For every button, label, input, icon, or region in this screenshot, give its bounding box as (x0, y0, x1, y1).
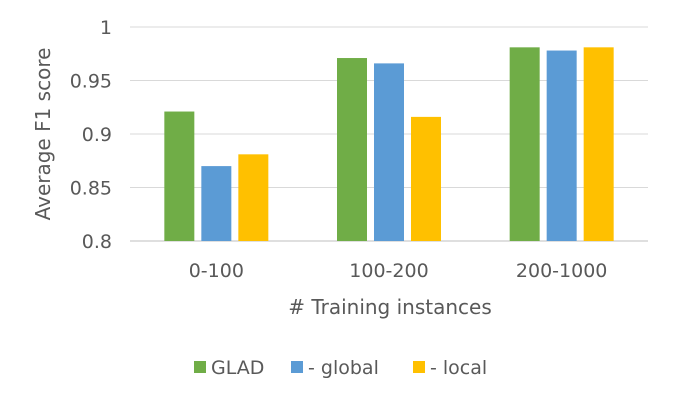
x-axis-title: # Training instances (288, 295, 492, 319)
y-tick-label: 0.85 (70, 178, 112, 200)
legend: GLAD - global - local (194, 357, 487, 379)
legend-label: - local (430, 357, 487, 379)
x-tick-label: 100-200 (349, 260, 428, 282)
x-axis-ticks: 0-100 100-200 200-1000 (189, 260, 608, 282)
bar-glad-200-1000 (509, 47, 540, 241)
y-tick-label: 0.95 (70, 71, 112, 93)
bar-glad-0-100 (164, 111, 195, 241)
bar-global-200-1000 (546, 50, 577, 241)
bar-local-200-1000 (583, 47, 614, 241)
bar-local-0-100 (238, 154, 269, 241)
legend-swatch (413, 361, 425, 373)
y-tick-label: 0.8 (82, 231, 112, 253)
legend-swatch (194, 361, 206, 373)
y-tick-label: 0.9 (82, 124, 112, 146)
legend-label: - global (308, 357, 379, 379)
bars (164, 47, 614, 241)
bar-glad-100-200 (337, 58, 367, 241)
legend-label: GLAD (211, 357, 264, 379)
y-axis-ticks: 0.8 0.85 0.9 0.95 1 (70, 17, 112, 253)
x-tick-label: 200-1000 (516, 260, 607, 282)
bar-local-100-200 (411, 116, 441, 241)
bar-global-0-100 (201, 166, 232, 241)
x-tick-label: 0-100 (189, 260, 244, 282)
bar-global-100-200 (374, 63, 404, 241)
y-axis-title: Average F1 score (31, 48, 55, 221)
legend-swatch (291, 361, 303, 373)
y-tick-label: 1 (100, 17, 112, 39)
